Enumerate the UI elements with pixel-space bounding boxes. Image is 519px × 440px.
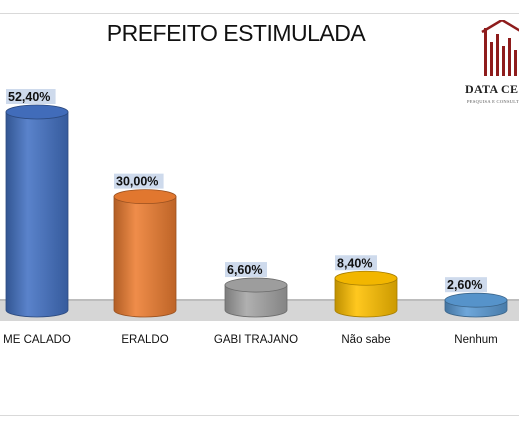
- value-label-4: 8,40%: [335, 255, 377, 270]
- category-label-5: Nenhum: [454, 334, 497, 346]
- chart-title: PREFEITO ESTIMULADA: [106, 20, 366, 46]
- bar-2: [113, 189, 177, 318]
- bottom-divider: [0, 415, 519, 416]
- value-label-3: 6,60%: [225, 262, 267, 278]
- svg-text:2,60%: 2,60%: [447, 278, 482, 292]
- svg-text:6,60%: 6,60%: [227, 263, 262, 277]
- value-label-2: 30,00%: [114, 173, 164, 189]
- bar-5: [444, 292, 508, 318]
- bar-4: [334, 270, 398, 318]
- category-label-4: Não sabe: [341, 334, 390, 346]
- company-logo: [462, 20, 519, 120]
- svg-text:8,40%: 8,40%: [337, 256, 372, 270]
- logo-name: DATA CE: [465, 82, 519, 96]
- value-label-5: 2,60%: [445, 277, 487, 293]
- category-label-2: ERALDO: [121, 334, 168, 346]
- svg-text:30,00%: 30,00%: [116, 175, 158, 189]
- category-label-1: ME CALADO: [3, 334, 71, 346]
- value-label-1: 52,40%: [6, 89, 56, 104]
- svg-text:52,40%: 52,40%: [8, 90, 50, 104]
- category-label-3: GABI TRAJANO: [214, 334, 298, 346]
- bar-1: [5, 104, 69, 318]
- top-divider: [0, 13, 519, 14]
- building-logo-icon: [481, 20, 519, 76]
- bar-3: [224, 277, 288, 318]
- logo-subtitle: PESQUISA E CONSULT: [467, 99, 519, 104]
